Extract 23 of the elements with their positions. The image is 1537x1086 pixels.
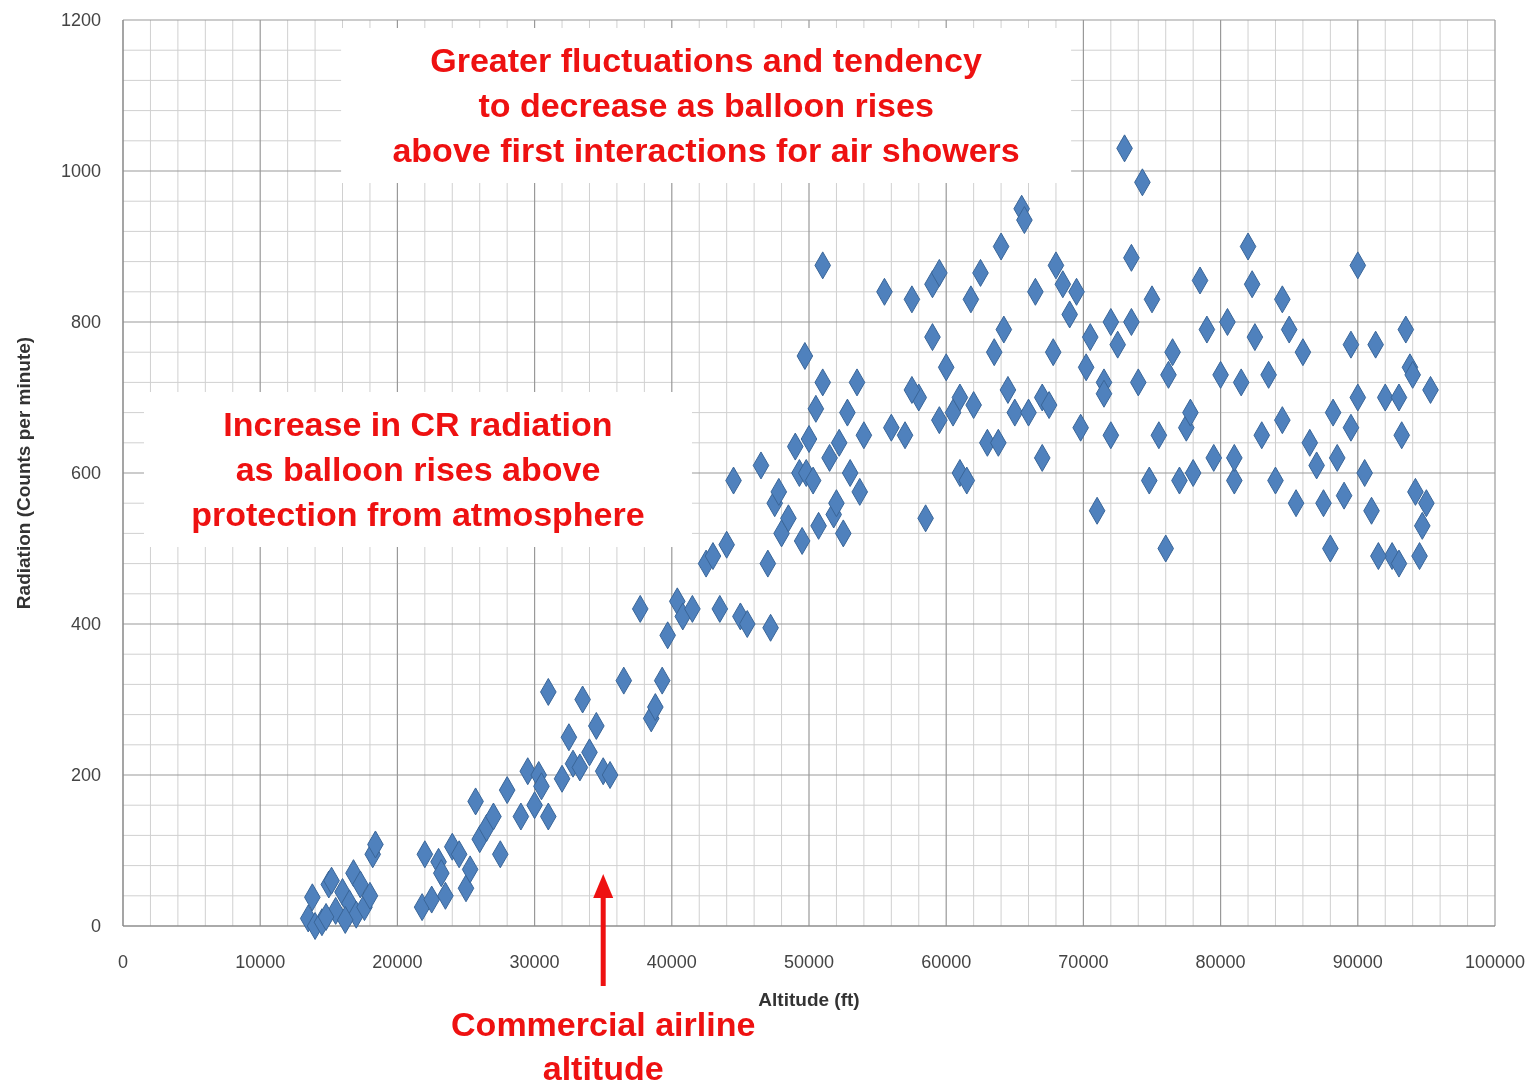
annotation: Greater fluctuations and tendency to decrease as balloon rises above first interactions for air showers <box>392 41 1020 169</box>
x-tick-label: 20000 <box>372 952 423 972</box>
x-tick-label: 70000 <box>1058 952 1109 972</box>
x-tick-label: 0 <box>117 952 129 972</box>
x-tick-label: 60000 <box>921 952 972 972</box>
y-tick-label: 600 <box>70 463 101 483</box>
x-tick-label: 30000 <box>509 952 560 972</box>
y-tick-label: 1000 <box>60 161 101 181</box>
x-tick-label: 40000 <box>646 952 697 972</box>
annotation: Increase in CR radiation as balloon rises above protection from atmosphere <box>191 405 645 533</box>
x-tick-label: 90000 <box>1332 952 1383 972</box>
x-tick-label: 50000 <box>783 952 835 972</box>
x-tick-label: 80000 <box>1195 952 1246 972</box>
x-tick-label: 100000 <box>1464 952 1526 972</box>
y-axis-title: Radiation (Counts per minute) <box>13 336 34 610</box>
x-tick-label: 10000 <box>235 952 286 972</box>
x-axis-title: Altitude (ft) <box>758 989 860 1010</box>
y-tick-label: 0 <box>90 916 101 936</box>
annotation: Commercial airline altitude <box>451 1005 756 1086</box>
y-tick-label: 1200 <box>60 10 101 30</box>
y-tick-label: 400 <box>70 614 101 634</box>
y-tick-label: 800 <box>70 312 101 332</box>
y-tick-label: 200 <box>70 765 101 785</box>
